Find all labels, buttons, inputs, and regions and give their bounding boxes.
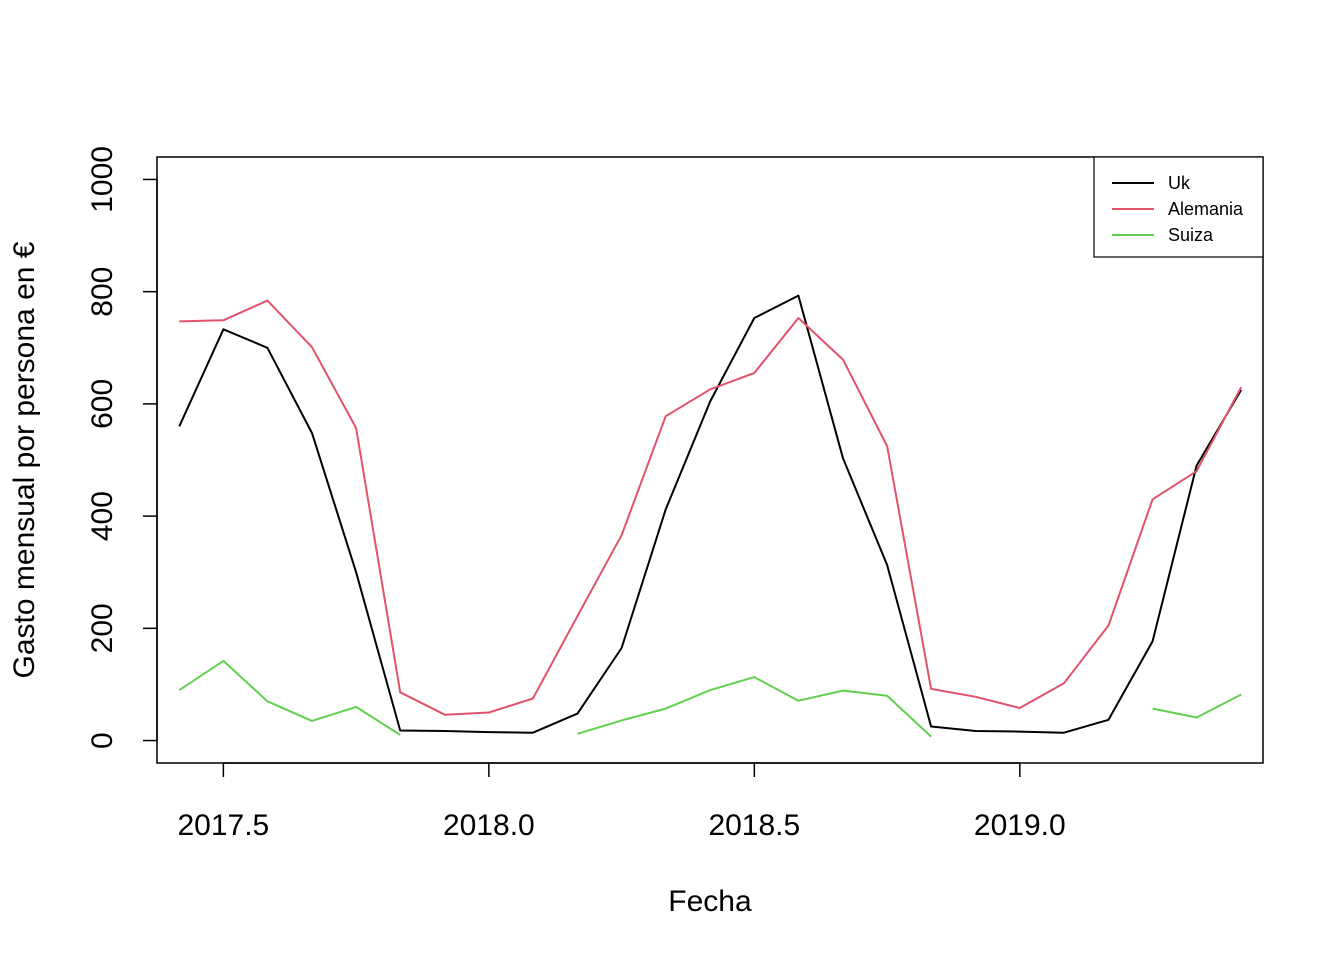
series-line-suiza-segment-1: [178, 659, 401, 736]
y-tick-label: 0: [86, 732, 119, 749]
series-layer: [178, 294, 1243, 738]
series-line-suiza-segment-3: [1152, 693, 1242, 719]
y-axis-title: Gasto mensual por persona en €: [8, 241, 41, 678]
legend-box: [1093, 156, 1264, 258]
series-line-alemania-segment-1: [179, 299, 1243, 716]
legend-label-suiza: Suiza: [1168, 225, 1214, 245]
x-axis: 2017.5 2018.0 2018.5 2019.0: [177, 762, 1066, 842]
y-tick-label: 800: [86, 267, 119, 317]
y-tick-label: 200: [86, 603, 119, 653]
y-axis: 0 200 400 600 800 1000: [86, 146, 158, 749]
series-line-suiza-segment-2: [577, 676, 932, 738]
x-axis-title: Fecha: [668, 885, 752, 918]
legend: Uk Alemania Suiza: [1093, 156, 1264, 258]
legend-label-uk: Uk: [1168, 173, 1191, 193]
legend-label-alemania: Alemania: [1168, 199, 1244, 219]
y-tick-label: 1000: [86, 146, 119, 213]
series-line-uk-segment-1: [178, 294, 1243, 734]
x-tick-label: 2018.0: [443, 809, 535, 842]
y-tick-label: 400: [86, 491, 119, 541]
x-tick-label: 2018.5: [708, 809, 800, 842]
y-tick-label: 600: [86, 379, 119, 429]
x-tick-label: 2019.0: [974, 809, 1066, 842]
x-tick-label: 2017.5: [177, 809, 269, 842]
